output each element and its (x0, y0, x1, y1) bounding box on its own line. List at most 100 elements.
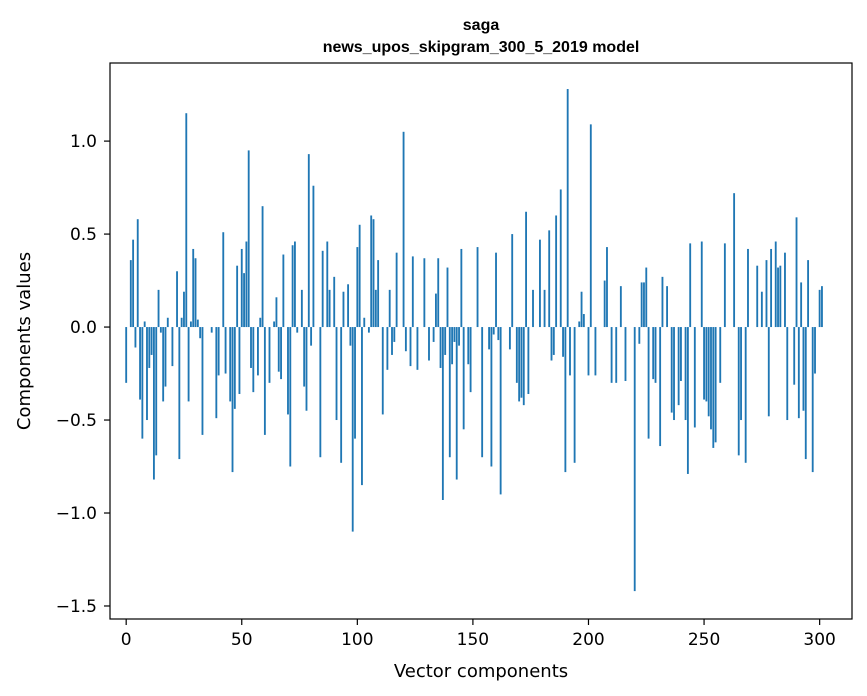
bar (559, 189, 562, 328)
bar (215, 327, 218, 419)
bar (217, 327, 220, 376)
bar (469, 327, 472, 393)
bar (647, 327, 650, 439)
bar (194, 258, 197, 328)
bar (488, 327, 491, 350)
bar (689, 243, 692, 328)
bar (633, 327, 636, 592)
bar (305, 327, 308, 411)
chart-subtitle: news_upos_skipgram_300_5_2019 model (323, 39, 640, 56)
bar (134, 327, 137, 348)
bar (508, 327, 511, 350)
x-axis-label: Vector components (394, 661, 568, 682)
bar (180, 317, 183, 328)
bar (287, 327, 289, 415)
bar (139, 327, 141, 400)
bar (446, 267, 449, 328)
bar (733, 193, 736, 328)
bar (707, 327, 710, 417)
bar (222, 232, 225, 328)
bar (462, 327, 465, 430)
bar (393, 327, 396, 342)
bar (257, 327, 259, 376)
bar (141, 327, 144, 439)
bar (321, 250, 324, 328)
bar (243, 273, 245, 328)
y-tick-label: −1.0 (56, 504, 97, 524)
bar (770, 248, 773, 328)
bar (786, 327, 789, 421)
bar (166, 317, 169, 328)
bar (294, 241, 296, 328)
bar (300, 289, 303, 328)
bar (178, 327, 181, 460)
bar (532, 289, 534, 328)
bar (326, 241, 329, 328)
bar (511, 234, 514, 328)
bar (670, 327, 673, 413)
bar (499, 327, 502, 495)
bar (719, 327, 722, 383)
bar (518, 327, 521, 402)
bar (453, 327, 456, 342)
bar (760, 291, 763, 328)
bar (183, 291, 185, 328)
bar (150, 327, 153, 355)
bar (543, 289, 546, 328)
bar (705, 327, 708, 402)
bar (643, 282, 645, 328)
bar (159, 327, 162, 333)
bar (349, 327, 352, 346)
x-tick-label: 50 (231, 630, 253, 650)
bar (143, 321, 146, 328)
bar (240, 248, 243, 328)
bar (259, 317, 262, 328)
x-tick-label: 100 (341, 630, 373, 650)
bar (666, 286, 668, 328)
y-tick-label: 0.0 (70, 318, 97, 338)
bar (522, 327, 525, 406)
bar (361, 327, 363, 486)
bar (201, 327, 204, 435)
bar (555, 215, 558, 328)
bar (333, 276, 336, 328)
x-tick-label: 150 (457, 630, 489, 650)
bar (363, 317, 366, 328)
bar (680, 327, 682, 381)
bar (250, 327, 252, 368)
bar (171, 327, 174, 367)
bar (340, 327, 343, 463)
bar (589, 124, 592, 328)
x-tick-label: 300 (803, 630, 835, 650)
bar (686, 327, 689, 474)
bar (152, 327, 155, 480)
bar (261, 206, 264, 328)
bar (619, 286, 622, 328)
bar (756, 265, 759, 328)
bar (428, 327, 430, 361)
bar (386, 327, 389, 370)
bar (723, 243, 726, 328)
bar (374, 289, 377, 328)
bar (342, 291, 345, 328)
bar (673, 327, 675, 421)
bar (693, 327, 696, 428)
y-axis-ticks: −1.5 −1.0 −0.5 0.0 0.5 1.0 (56, 132, 110, 617)
bar (328, 289, 331, 328)
plot-frame (109, 62, 853, 620)
bar (566, 89, 569, 328)
bar (377, 260, 380, 328)
bar (372, 219, 375, 328)
bar (552, 327, 555, 355)
bar (252, 327, 255, 393)
bar (490, 327, 493, 467)
bar (370, 215, 373, 328)
bar (358, 224, 361, 328)
bar (802, 327, 805, 411)
bar (797, 327, 800, 419)
bar (818, 289, 821, 328)
bar (603, 280, 606, 328)
bar (747, 248, 749, 328)
bar (444, 327, 447, 355)
